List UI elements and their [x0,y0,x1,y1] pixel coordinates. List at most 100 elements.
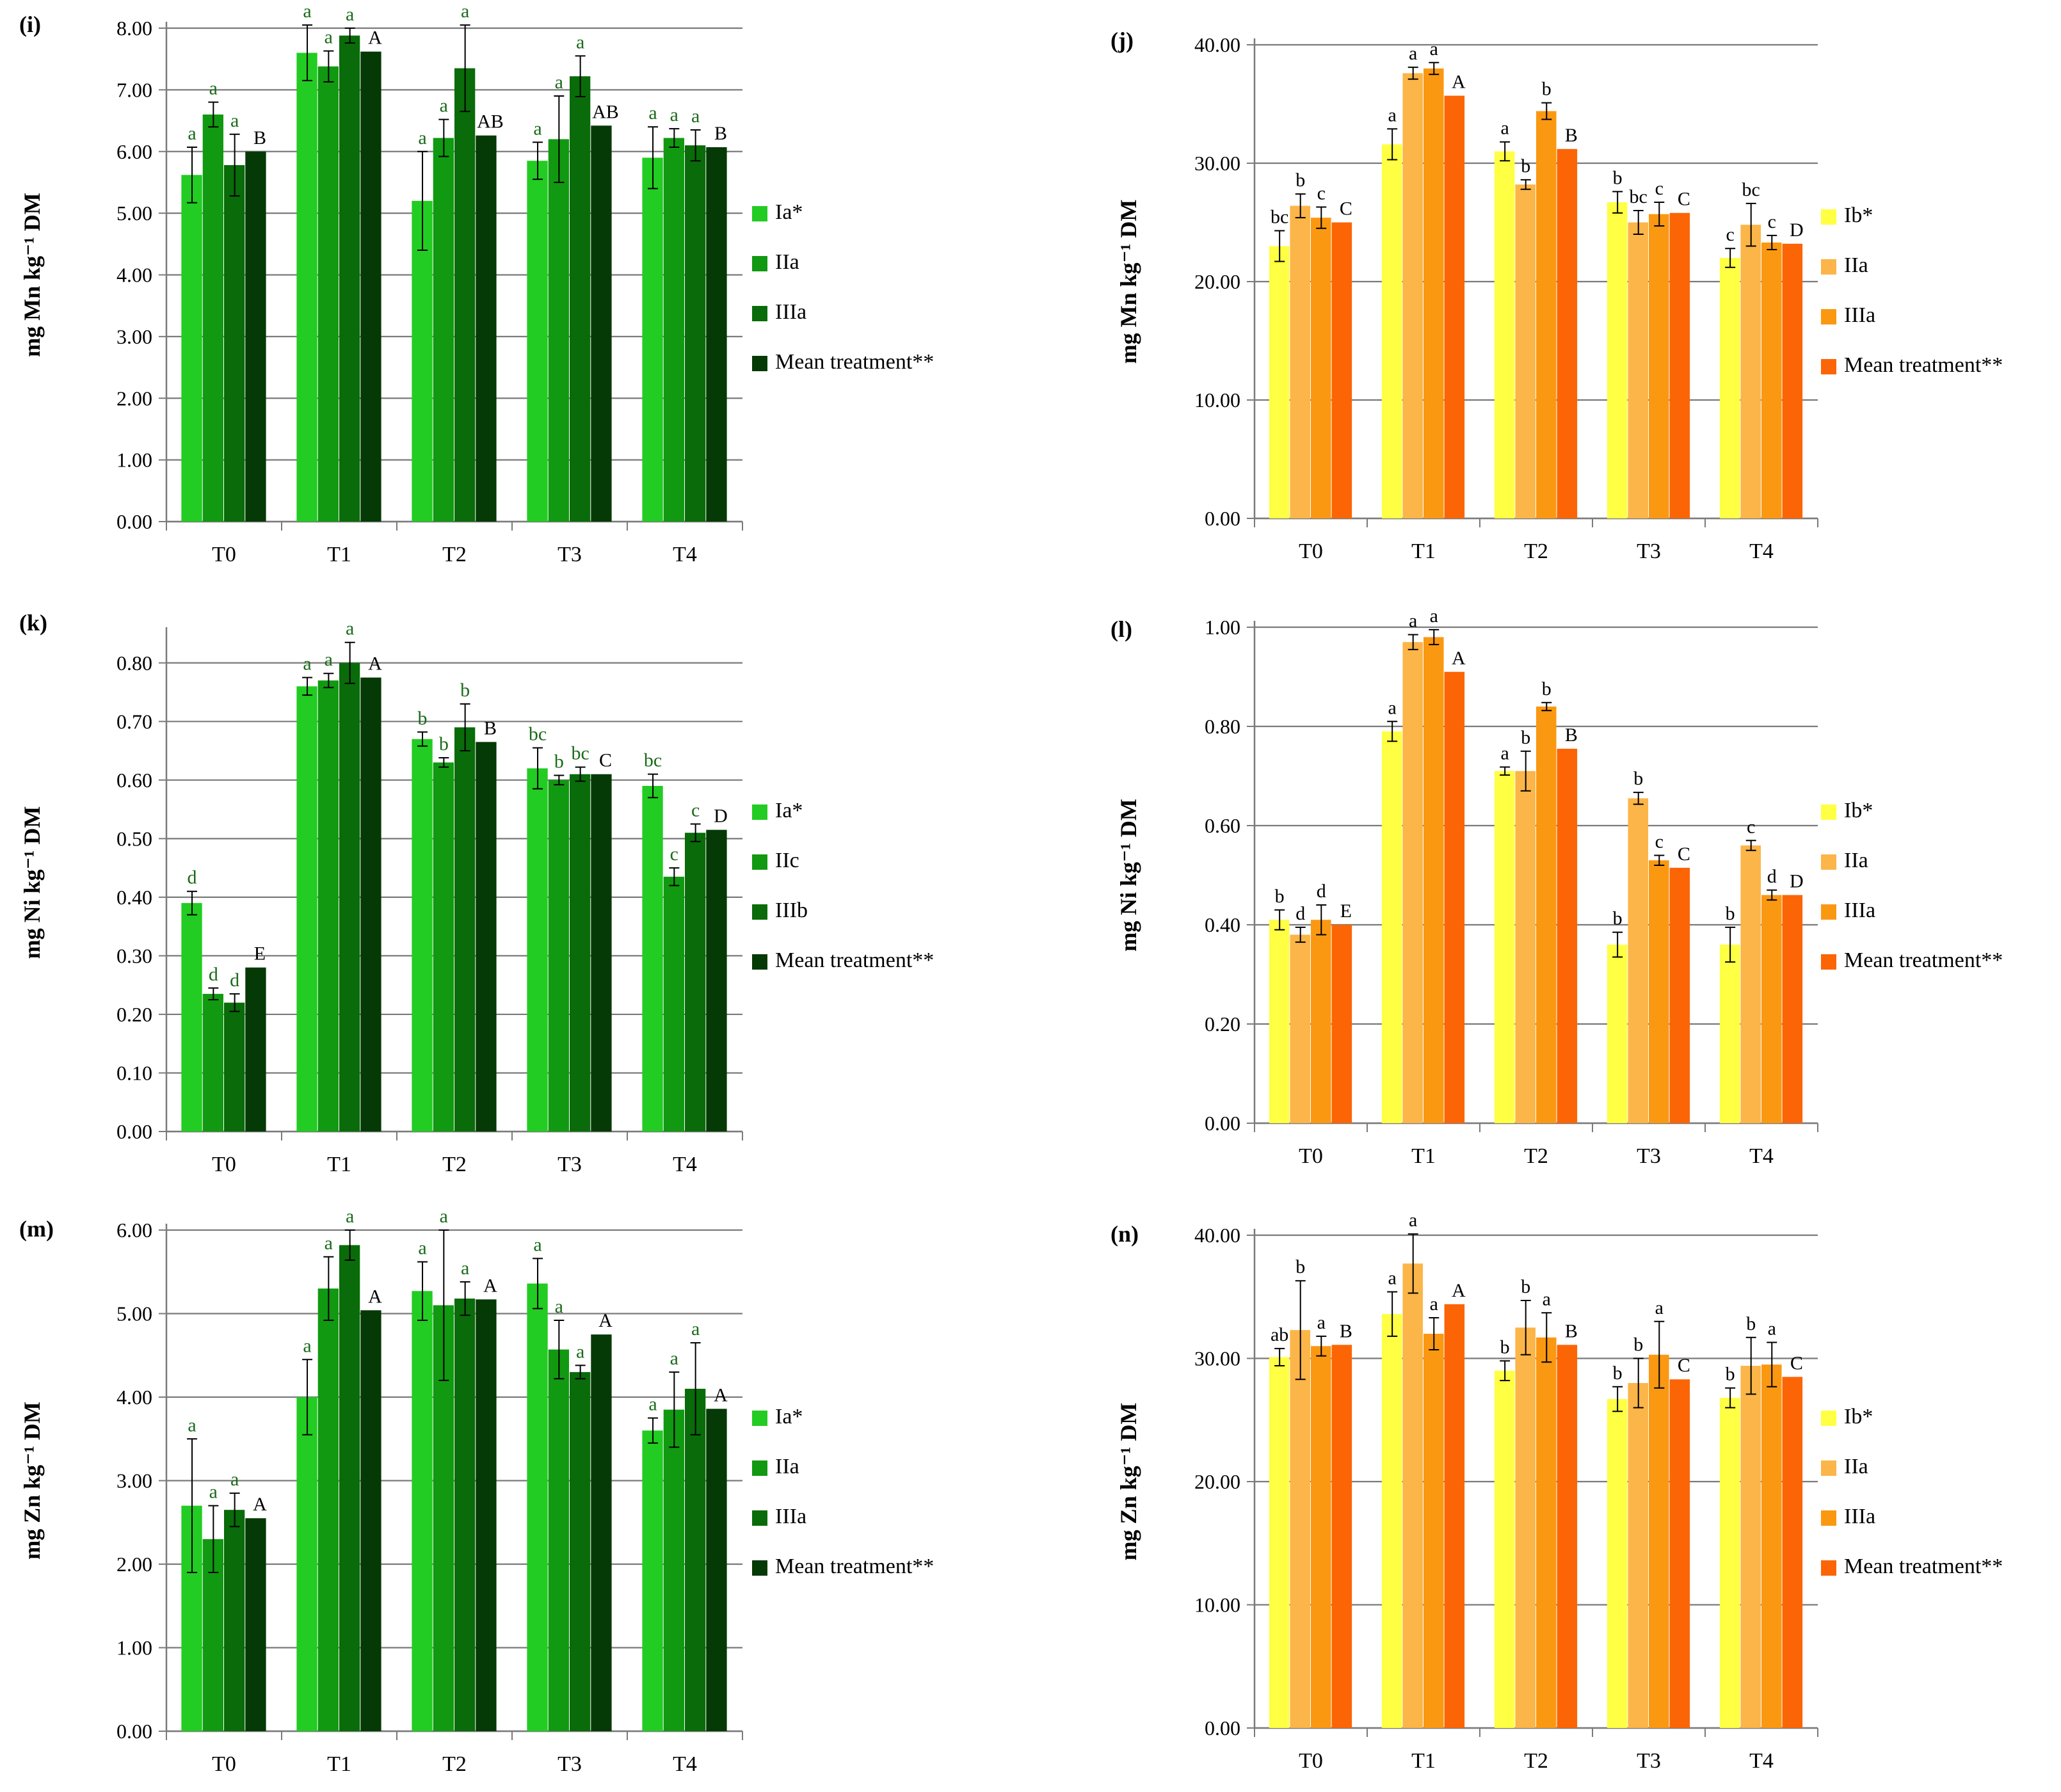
y-tick-label: 2.00 [116,1553,152,1576]
bar-m-t3-s3 [570,1372,591,1731]
bar-j-t1-s1 [1381,144,1402,518]
bar-m-t1-s1 [296,1397,317,1731]
bar-m-t4-s3 [685,1388,706,1731]
significance-label: b [1726,1364,1735,1385]
significance-label: b [1275,886,1285,907]
bar-n-t2-s2 [1515,1327,1536,1728]
legend-entry: Mean treatment** [1844,1555,2003,1578]
legend-entry: IIIa [775,1505,806,1528]
y-tick-label: 1.00 [116,1636,152,1660]
bar-j-t3-s1 [1607,202,1628,518]
y-tick-label: 7.00 [116,78,152,101]
y-axis-label-k: mg Ni kg⁻¹ DM [19,806,45,959]
bar-m-t0-s4 [245,1518,266,1731]
bar-m-t3-s4 [591,1334,612,1731]
significance-label: B [253,127,266,148]
x-tick-label-t4: T4 [1749,1749,1774,1773]
significance-label: a [691,106,700,127]
significance-label: a [209,78,218,99]
bar-n-t3-s1 [1607,1399,1628,1728]
legend-entry: IIIa [775,300,806,324]
bar-l-t2-s2 [1515,771,1536,1123]
significance-label: ab [1271,1324,1288,1345]
bar-n-t0-s4 [1331,1345,1352,1728]
x-tick-label-t2: T2 [442,1752,467,1776]
y-tick-label: 3.00 [116,1469,152,1492]
bar-i-t3-s4 [591,125,612,522]
legend-entry: IIIb [775,899,808,922]
significance-label: E [1340,900,1352,922]
x-tick-label-t2: T2 [442,543,467,566]
bar-l-t0-s1 [1269,920,1290,1123]
significance-label: a [303,1,311,22]
panel-letter-l: (l) [1111,616,1132,642]
significance-label: b [1521,727,1530,748]
significance-label: AB [477,111,504,132]
chart-panel-k: (k) 0.00 0.10 0.20 0.30 0.40 0.50 0.60 0.70 0.80 T… [19,610,934,1176]
significance-label: b [1295,170,1305,191]
bar-l-t3-s1 [1607,945,1628,1123]
bar-k-t4-s1 [642,785,663,1132]
significance-label: d [1767,866,1777,887]
legend-swatch [752,854,767,870]
bar-i-t1-s3 [339,35,360,522]
significance-label: a [1500,743,1509,764]
x-tick-label-t0: T0 [212,543,236,566]
significance-label: a [555,1296,563,1317]
y-axis-label-n: mg Zn kg⁻¹ DM [1116,1403,1141,1561]
bar-j-t3-s2 [1628,222,1648,518]
bar-l-t1-s3 [1423,637,1444,1123]
bar-n-t3-s3 [1649,1354,1669,1728]
legend-swatch [1821,259,1836,275]
y-tick-label: 0.00 [116,1720,152,1743]
significance-label: bc [529,723,547,744]
bar-n-t4-s4 [1782,1377,1803,1728]
significance-label: a [576,1341,584,1362]
y-tick-label: 1.00 [1205,616,1240,639]
bar-i-t3-s1 [527,161,548,522]
significance-label: B [1340,1320,1352,1341]
significance-label: AB [592,101,619,122]
significance-label: B [1565,125,1578,146]
y-axis-label-j: mg Mn kg⁻¹ DM [1116,200,1141,364]
y-tick-label: 0.50 [116,827,152,850]
significance-label: B [714,123,727,144]
y-tick-label: 0.00 [1205,507,1240,530]
significance-label: bc [644,750,662,771]
y-tick-label: 3.00 [116,325,152,348]
significance-label: a [576,31,584,52]
bar-j-t3-s4 [1669,212,1690,518]
significance-label: A [368,653,382,675]
bar-j-t2-s1 [1494,151,1515,518]
significance-label: a [325,1233,333,1254]
bar-k-t4-s3 [685,833,706,1132]
significance-label: E [254,943,266,964]
significance-label: a [346,4,354,25]
bar-k-t2-s1 [412,739,433,1132]
bar-n-t1-s4 [1444,1304,1465,1728]
bar-i-t4-s2 [663,138,684,522]
legend-swatch [1821,804,1836,820]
legend-swatch [752,356,767,371]
bar-i-t2-s1 [412,200,433,522]
significance-label: a [1409,1210,1417,1231]
significance-label: B [484,717,497,739]
bar-l-t0-s2 [1290,934,1310,1123]
significance-label: d [230,970,239,991]
significance-label: b [1613,1363,1623,1384]
legend-swatch [1821,359,1836,374]
bar-l-t3-s2 [1628,798,1648,1123]
bar-l-t2-s4 [1557,748,1578,1123]
significance-label: a [440,1206,448,1227]
bar-i-t3-s3 [570,76,591,522]
significance-label: a [648,1394,657,1415]
significance-label: c [1726,224,1734,245]
legend-swatch [752,954,767,970]
y-tick-label: 40.00 [1194,1224,1240,1247]
bar-k-t0-s1 [181,903,202,1132]
significance-label: a [230,1469,239,1490]
bar-j-t2-s3 [1536,111,1557,519]
panel-letter-i: (i) [19,12,41,37]
significance-label: a [1430,605,1438,627]
